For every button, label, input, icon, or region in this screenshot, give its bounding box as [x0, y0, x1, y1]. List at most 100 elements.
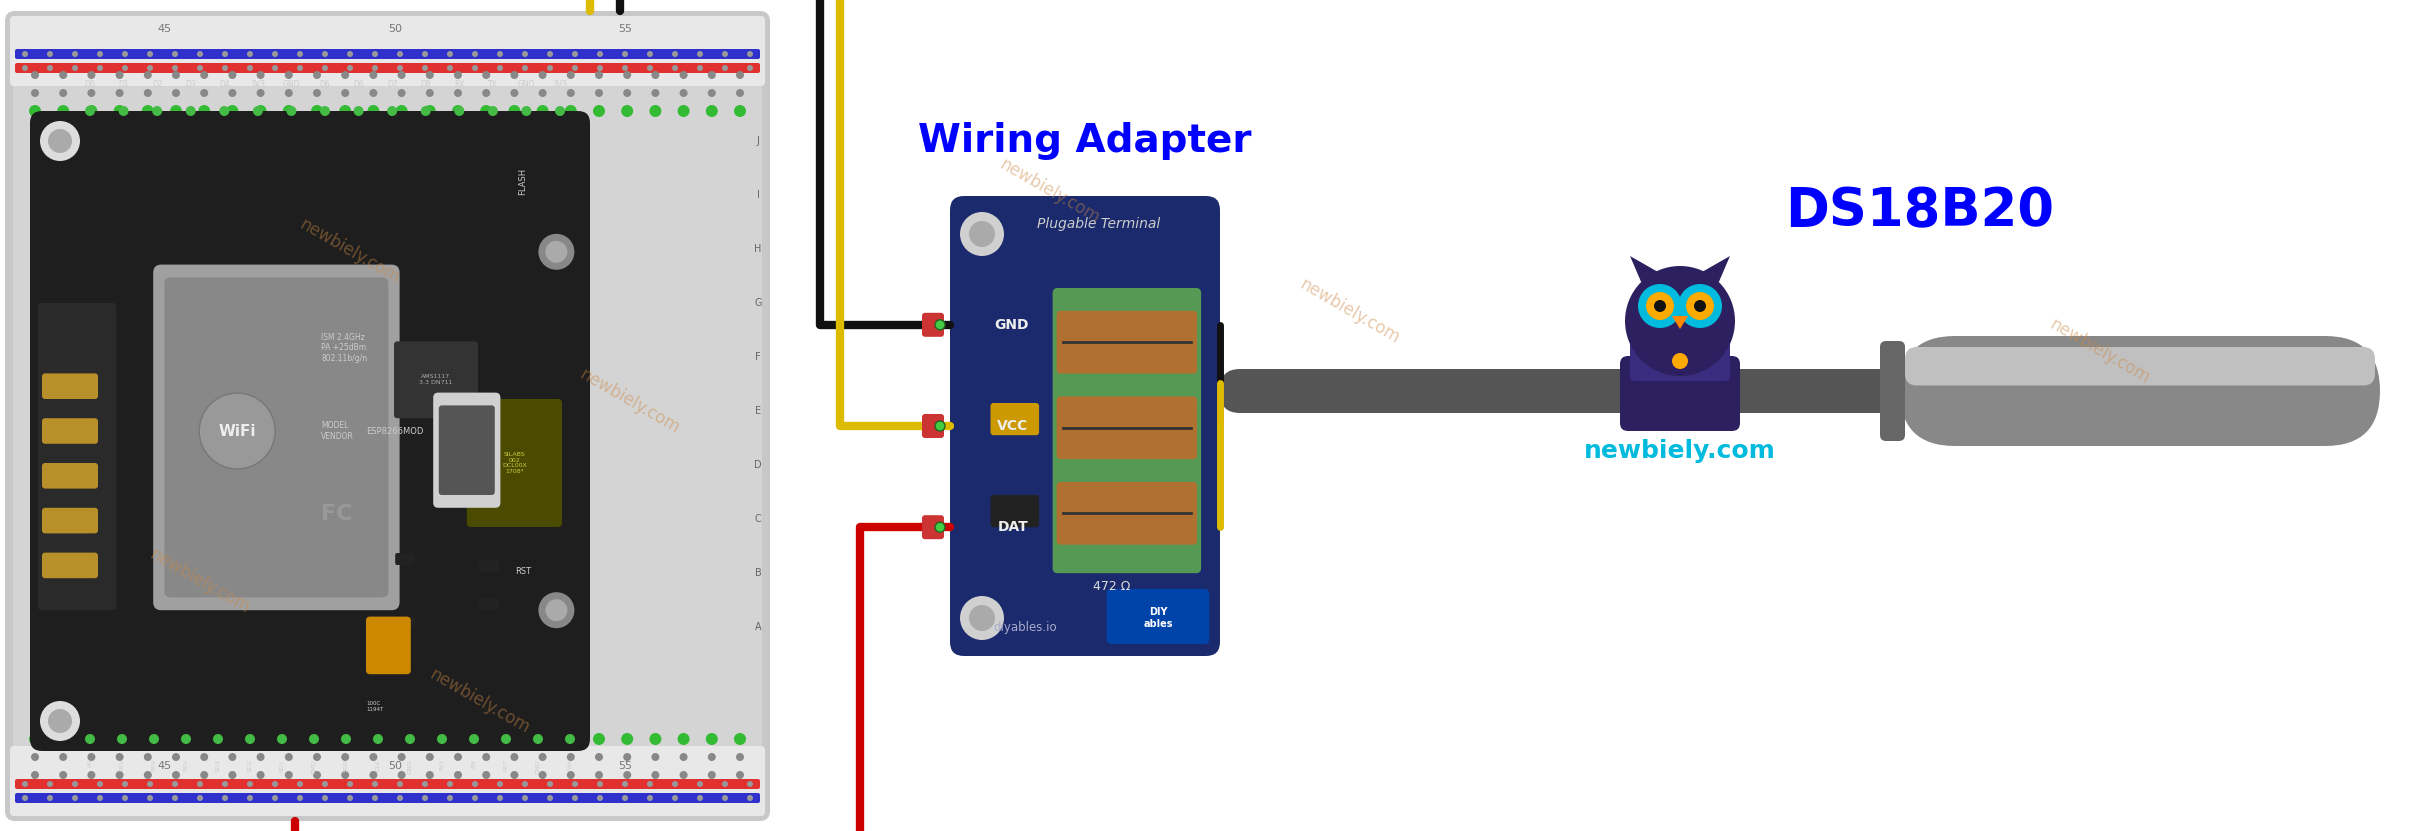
FancyBboxPatch shape [41, 463, 99, 489]
Circle shape [46, 795, 53, 801]
Circle shape [31, 771, 39, 779]
Text: 3V3: 3V3 [553, 80, 567, 89]
FancyBboxPatch shape [922, 414, 944, 438]
Circle shape [142, 105, 154, 117]
FancyBboxPatch shape [1629, 321, 1731, 381]
Circle shape [198, 65, 203, 71]
Circle shape [256, 71, 266, 79]
Circle shape [422, 795, 427, 801]
Circle shape [87, 71, 97, 79]
FancyBboxPatch shape [480, 597, 500, 610]
Circle shape [227, 733, 239, 745]
Text: SD3: SD3 [215, 759, 220, 772]
Circle shape [171, 51, 179, 57]
Circle shape [60, 753, 68, 761]
Circle shape [372, 51, 379, 57]
FancyBboxPatch shape [1057, 482, 1197, 544]
Circle shape [521, 51, 529, 57]
FancyBboxPatch shape [12, 19, 763, 813]
Circle shape [229, 771, 237, 779]
Text: ISM 2.4GHz
PA +25dBm
802.11b/g/n: ISM 2.4GHz PA +25dBm 802.11b/g/n [321, 333, 367, 362]
Circle shape [200, 393, 275, 469]
Circle shape [422, 781, 427, 787]
Circle shape [97, 781, 104, 787]
Text: D8: D8 [420, 80, 432, 89]
Circle shape [348, 795, 352, 801]
Circle shape [285, 89, 292, 97]
Circle shape [372, 65, 379, 71]
Text: D4: D4 [220, 80, 229, 89]
Circle shape [483, 71, 490, 79]
Circle shape [116, 771, 123, 779]
Text: GND: GND [995, 317, 1028, 332]
Circle shape [142, 733, 154, 745]
Text: DAT: DAT [997, 520, 1028, 534]
Circle shape [398, 89, 406, 97]
FancyBboxPatch shape [1106, 589, 1209, 644]
Circle shape [548, 65, 553, 71]
Circle shape [123, 781, 128, 787]
Circle shape [497, 781, 502, 787]
FancyBboxPatch shape [396, 553, 415, 565]
Circle shape [425, 771, 435, 779]
Text: D: D [753, 460, 763, 470]
Text: VCC: VCC [997, 419, 1028, 433]
FancyBboxPatch shape [10, 16, 765, 86]
Circle shape [340, 734, 350, 744]
Circle shape [509, 89, 519, 97]
Circle shape [396, 733, 408, 745]
Circle shape [698, 781, 702, 787]
Text: D0: D0 [84, 80, 97, 89]
Circle shape [934, 522, 944, 532]
Circle shape [707, 771, 717, 779]
Circle shape [707, 89, 717, 97]
Text: D6: D6 [319, 80, 331, 89]
FancyBboxPatch shape [480, 559, 500, 572]
Circle shape [398, 71, 406, 79]
Circle shape [538, 771, 546, 779]
Circle shape [169, 105, 181, 117]
Text: 50: 50 [389, 761, 403, 771]
Circle shape [548, 795, 553, 801]
Circle shape [567, 71, 575, 79]
Circle shape [647, 795, 654, 801]
Circle shape [533, 734, 543, 744]
Circle shape [227, 105, 239, 117]
Circle shape [671, 781, 678, 787]
Circle shape [1685, 292, 1714, 320]
Circle shape [736, 89, 744, 97]
Circle shape [31, 753, 39, 761]
Circle shape [722, 51, 729, 57]
Circle shape [116, 71, 123, 79]
Circle shape [340, 733, 350, 745]
Circle shape [145, 753, 152, 761]
Circle shape [594, 733, 606, 745]
Circle shape [369, 771, 377, 779]
Circle shape [97, 65, 104, 71]
Circle shape [398, 771, 406, 779]
Circle shape [200, 753, 208, 761]
Text: E: E [756, 406, 760, 416]
Text: Vin: Vin [567, 759, 572, 769]
Text: diyables.io: diyables.io [995, 622, 1057, 635]
Circle shape [736, 753, 744, 761]
Circle shape [652, 771, 659, 779]
Circle shape [736, 71, 744, 79]
Circle shape [437, 734, 447, 744]
Text: H: H [753, 244, 763, 254]
Circle shape [596, 65, 604, 71]
Circle shape [968, 605, 995, 631]
Circle shape [145, 71, 152, 79]
Text: CLK: CLK [377, 759, 381, 771]
Circle shape [273, 51, 278, 57]
Circle shape [647, 51, 654, 57]
Circle shape [246, 65, 253, 71]
FancyBboxPatch shape [41, 553, 99, 578]
Circle shape [454, 771, 461, 779]
Circle shape [681, 89, 688, 97]
Circle shape [246, 781, 253, 787]
Text: C: C [756, 514, 760, 524]
Polygon shape [1695, 256, 1731, 291]
Circle shape [352, 106, 365, 116]
Circle shape [171, 795, 179, 801]
